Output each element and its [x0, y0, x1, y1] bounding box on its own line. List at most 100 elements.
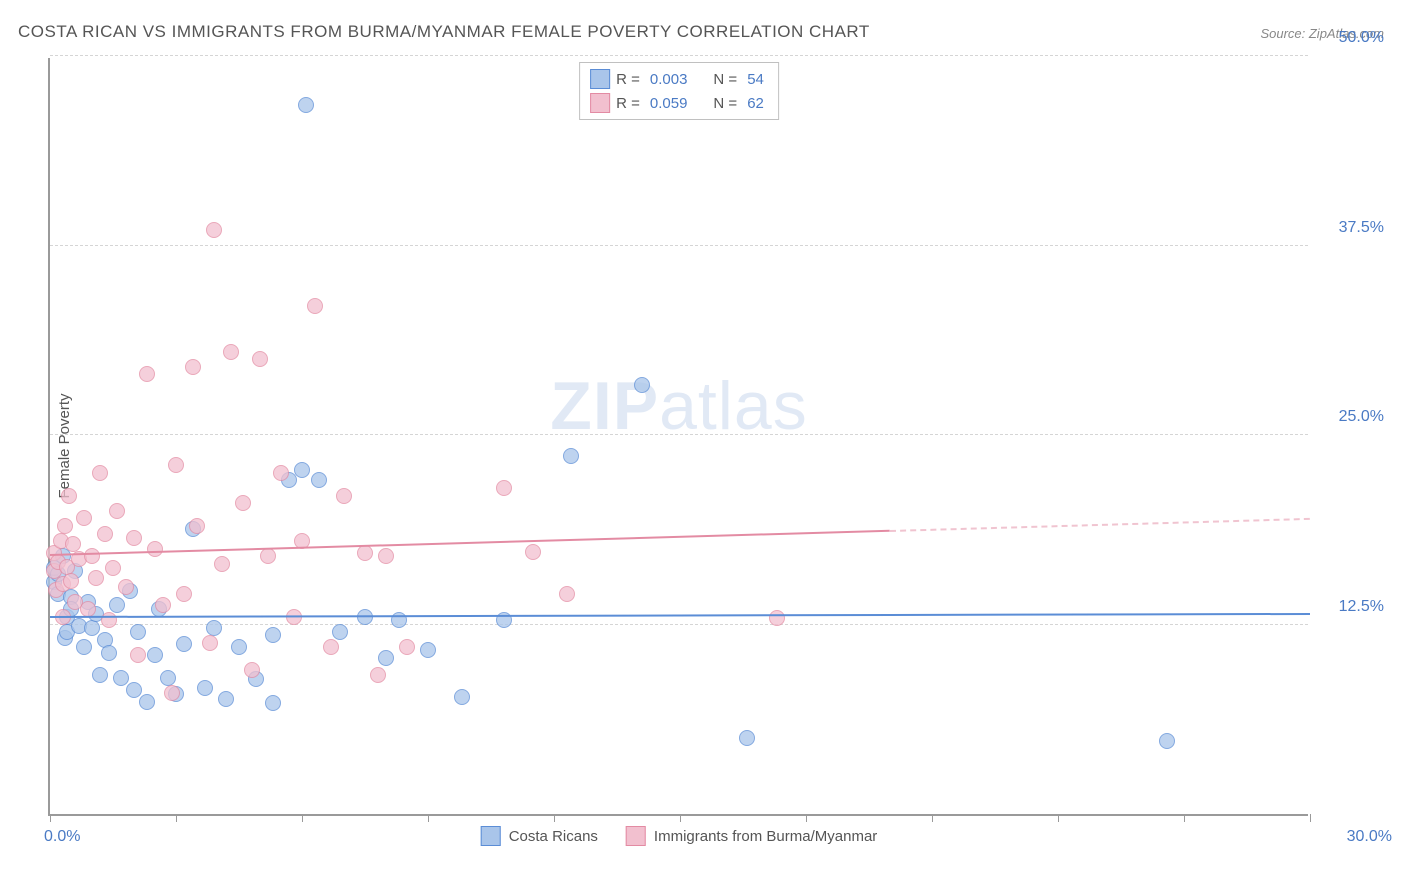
- legend-r-label: R =: [616, 71, 640, 88]
- data-point: [185, 359, 201, 375]
- data-point: [97, 526, 113, 542]
- data-point: [336, 488, 352, 504]
- data-point: [311, 472, 327, 488]
- x-tick: [176, 814, 177, 822]
- x-max-label: 30.0%: [1347, 828, 1392, 846]
- data-point: [739, 730, 755, 746]
- legend-r-value: 0.059: [650, 95, 688, 112]
- data-point: [139, 694, 155, 710]
- gridline: [50, 245, 1308, 246]
- legend-r-value: 0.003: [650, 71, 688, 88]
- x-tick: [932, 814, 933, 822]
- legend-r-label: R =: [616, 95, 640, 112]
- legend-item: Costa Ricans: [481, 826, 598, 846]
- data-point: [130, 624, 146, 640]
- data-point: [101, 612, 117, 628]
- data-point: [525, 544, 541, 560]
- data-point: [769, 610, 785, 626]
- data-point: [223, 344, 239, 360]
- data-point: [634, 377, 650, 393]
- y-tick-label: 12.5%: [1314, 598, 1384, 616]
- data-point: [252, 351, 268, 367]
- x-tick: [1310, 814, 1311, 822]
- legend-series-name: Costa Ricans: [509, 828, 598, 845]
- data-point: [298, 97, 314, 113]
- data-point: [113, 670, 129, 686]
- data-point: [63, 573, 79, 589]
- data-point: [307, 298, 323, 314]
- legend-row: R =0.059N =62: [590, 91, 768, 115]
- legend-series: Costa Ricans Immigrants from Burma/Myanma…: [481, 826, 878, 846]
- data-point: [126, 530, 142, 546]
- chart-title: COSTA RICAN VS IMMIGRANTS FROM BURMA/MYA…: [18, 22, 870, 42]
- data-point: [420, 642, 436, 658]
- legend-n-label: N =: [713, 95, 737, 112]
- data-point: [92, 667, 108, 683]
- x-tick: [1184, 814, 1185, 822]
- legend-correlation: R =0.003N =54R =0.059N =62: [579, 62, 779, 120]
- data-point: [57, 518, 73, 534]
- data-point: [109, 503, 125, 519]
- data-point: [357, 545, 373, 561]
- data-point: [61, 488, 77, 504]
- data-point: [164, 685, 180, 701]
- data-point: [76, 510, 92, 526]
- data-point: [65, 536, 81, 552]
- y-tick-label: 37.5%: [1314, 219, 1384, 237]
- legend-item: Immigrants from Burma/Myanmar: [626, 826, 877, 846]
- data-point: [399, 639, 415, 655]
- data-point: [323, 639, 339, 655]
- legend-n-value: 54: [747, 71, 764, 88]
- data-point: [176, 586, 192, 602]
- data-point: [189, 518, 205, 534]
- legend-swatch: [590, 93, 610, 113]
- legend-row: R = 0.003 N = 54: [590, 67, 768, 91]
- x-tick: [428, 814, 429, 822]
- data-point: [454, 689, 470, 705]
- data-point: [92, 465, 108, 481]
- data-point: [265, 627, 281, 643]
- data-point: [206, 620, 222, 636]
- x-tick: [1058, 814, 1059, 822]
- x-tick: [680, 814, 681, 822]
- data-point: [76, 639, 92, 655]
- data-point: [265, 695, 281, 711]
- data-point: [160, 670, 176, 686]
- data-point: [109, 597, 125, 613]
- data-point: [1159, 733, 1175, 749]
- data-point: [332, 624, 348, 640]
- x-min-label: 0.0%: [44, 828, 80, 846]
- legend-series-name: Immigrants from Burma/Myanmar: [654, 828, 877, 845]
- data-point: [197, 680, 213, 696]
- trend-line: [50, 613, 1310, 618]
- legend-swatch: [481, 826, 501, 846]
- data-point: [139, 366, 155, 382]
- data-point: [206, 222, 222, 238]
- data-point: [496, 480, 512, 496]
- data-point: [130, 647, 146, 663]
- data-point: [378, 650, 394, 666]
- data-point: [370, 667, 386, 683]
- data-point: [294, 462, 310, 478]
- gridline: [50, 55, 1308, 56]
- data-point: [147, 647, 163, 663]
- data-point: [378, 548, 394, 564]
- legend-n-label: N =: [713, 71, 737, 88]
- x-tick: [302, 814, 303, 822]
- data-point: [218, 691, 234, 707]
- scatter-plot: ZIPatlas R =0.003N =54R =0.059N =62 0.0%…: [48, 58, 1308, 816]
- y-tick-label: 25.0%: [1314, 408, 1384, 426]
- data-point: [147, 541, 163, 557]
- data-point: [260, 548, 276, 564]
- x-tick: [806, 814, 807, 822]
- data-point: [168, 457, 184, 473]
- data-point: [155, 597, 171, 613]
- data-point: [101, 645, 117, 661]
- data-point: [88, 570, 104, 586]
- y-tick-label: 50.0%: [1314, 29, 1384, 47]
- legend-swatch: [590, 69, 610, 89]
- data-point: [563, 448, 579, 464]
- data-point: [235, 495, 251, 511]
- gridline: [50, 434, 1308, 435]
- x-tick: [554, 814, 555, 822]
